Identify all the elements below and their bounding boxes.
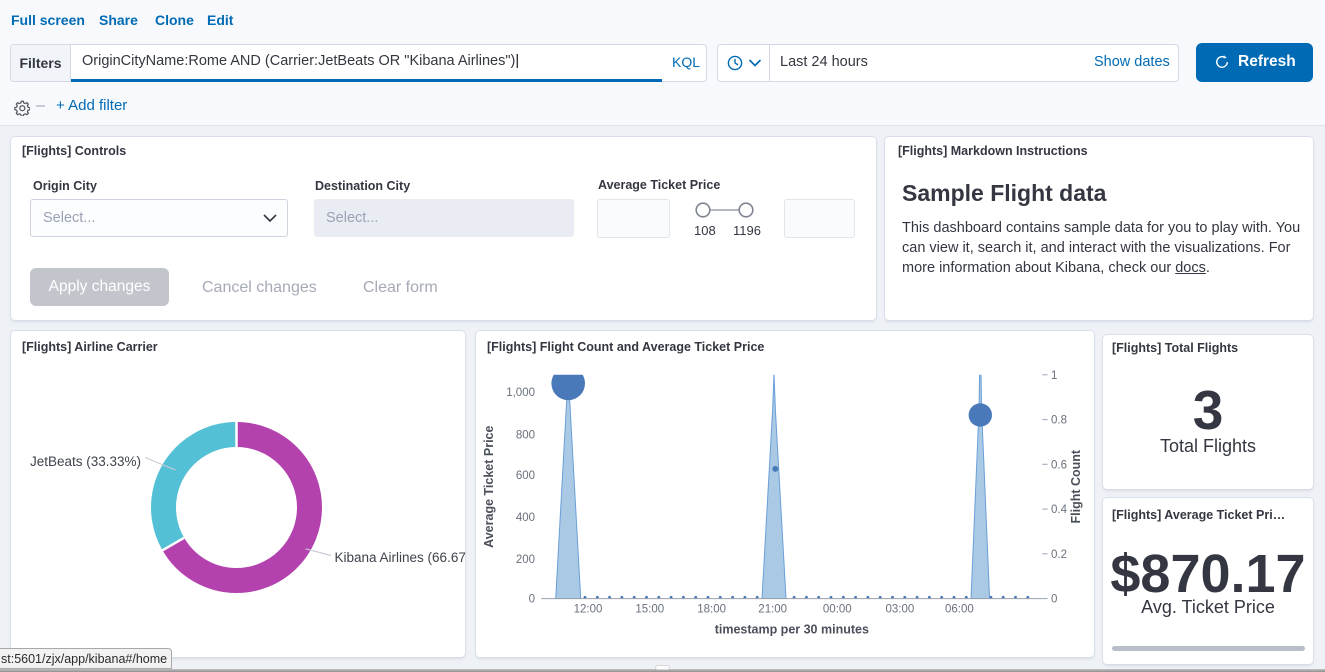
- svg-text:03:00: 03:00: [886, 604, 915, 616]
- svg-text:12:00: 12:00: [574, 604, 603, 616]
- svg-text:Average Ticket Price: Average Ticket Price: [482, 426, 496, 548]
- svg-text:0.4: 0.4: [1051, 504, 1068, 516]
- svg-text:JetBeats (33.33%): JetBeats (33.33%): [30, 454, 141, 469]
- svg-text:0: 0: [529, 594, 535, 606]
- svg-text:1,000: 1,000: [506, 387, 535, 399]
- svg-text:21:00: 21:00: [758, 604, 787, 616]
- svg-text:06:00: 06:00: [945, 604, 974, 616]
- svg-text:800: 800: [516, 429, 535, 441]
- svg-text:400: 400: [516, 512, 535, 524]
- svg-text:18:00: 18:00: [697, 604, 726, 616]
- svg-text:0: 0: [1051, 594, 1057, 606]
- svg-text:0.6: 0.6: [1051, 459, 1067, 471]
- svg-text:200: 200: [516, 554, 535, 566]
- svg-text:0.8: 0.8: [1051, 415, 1067, 427]
- svg-text:timestamp per 30 minutes: timestamp per 30 minutes: [715, 623, 869, 637]
- svg-text:Kibana Airlines (66.67: Kibana Airlines (66.67: [335, 550, 466, 565]
- svg-text:1: 1: [1051, 370, 1057, 382]
- svg-text:0.2: 0.2: [1051, 549, 1067, 561]
- svg-text:00:00: 00:00: [823, 604, 852, 616]
- svg-text:600: 600: [516, 470, 535, 482]
- svg-text:15:00: 15:00: [635, 604, 664, 616]
- svg-text:Flight Count: Flight Count: [1069, 449, 1083, 523]
